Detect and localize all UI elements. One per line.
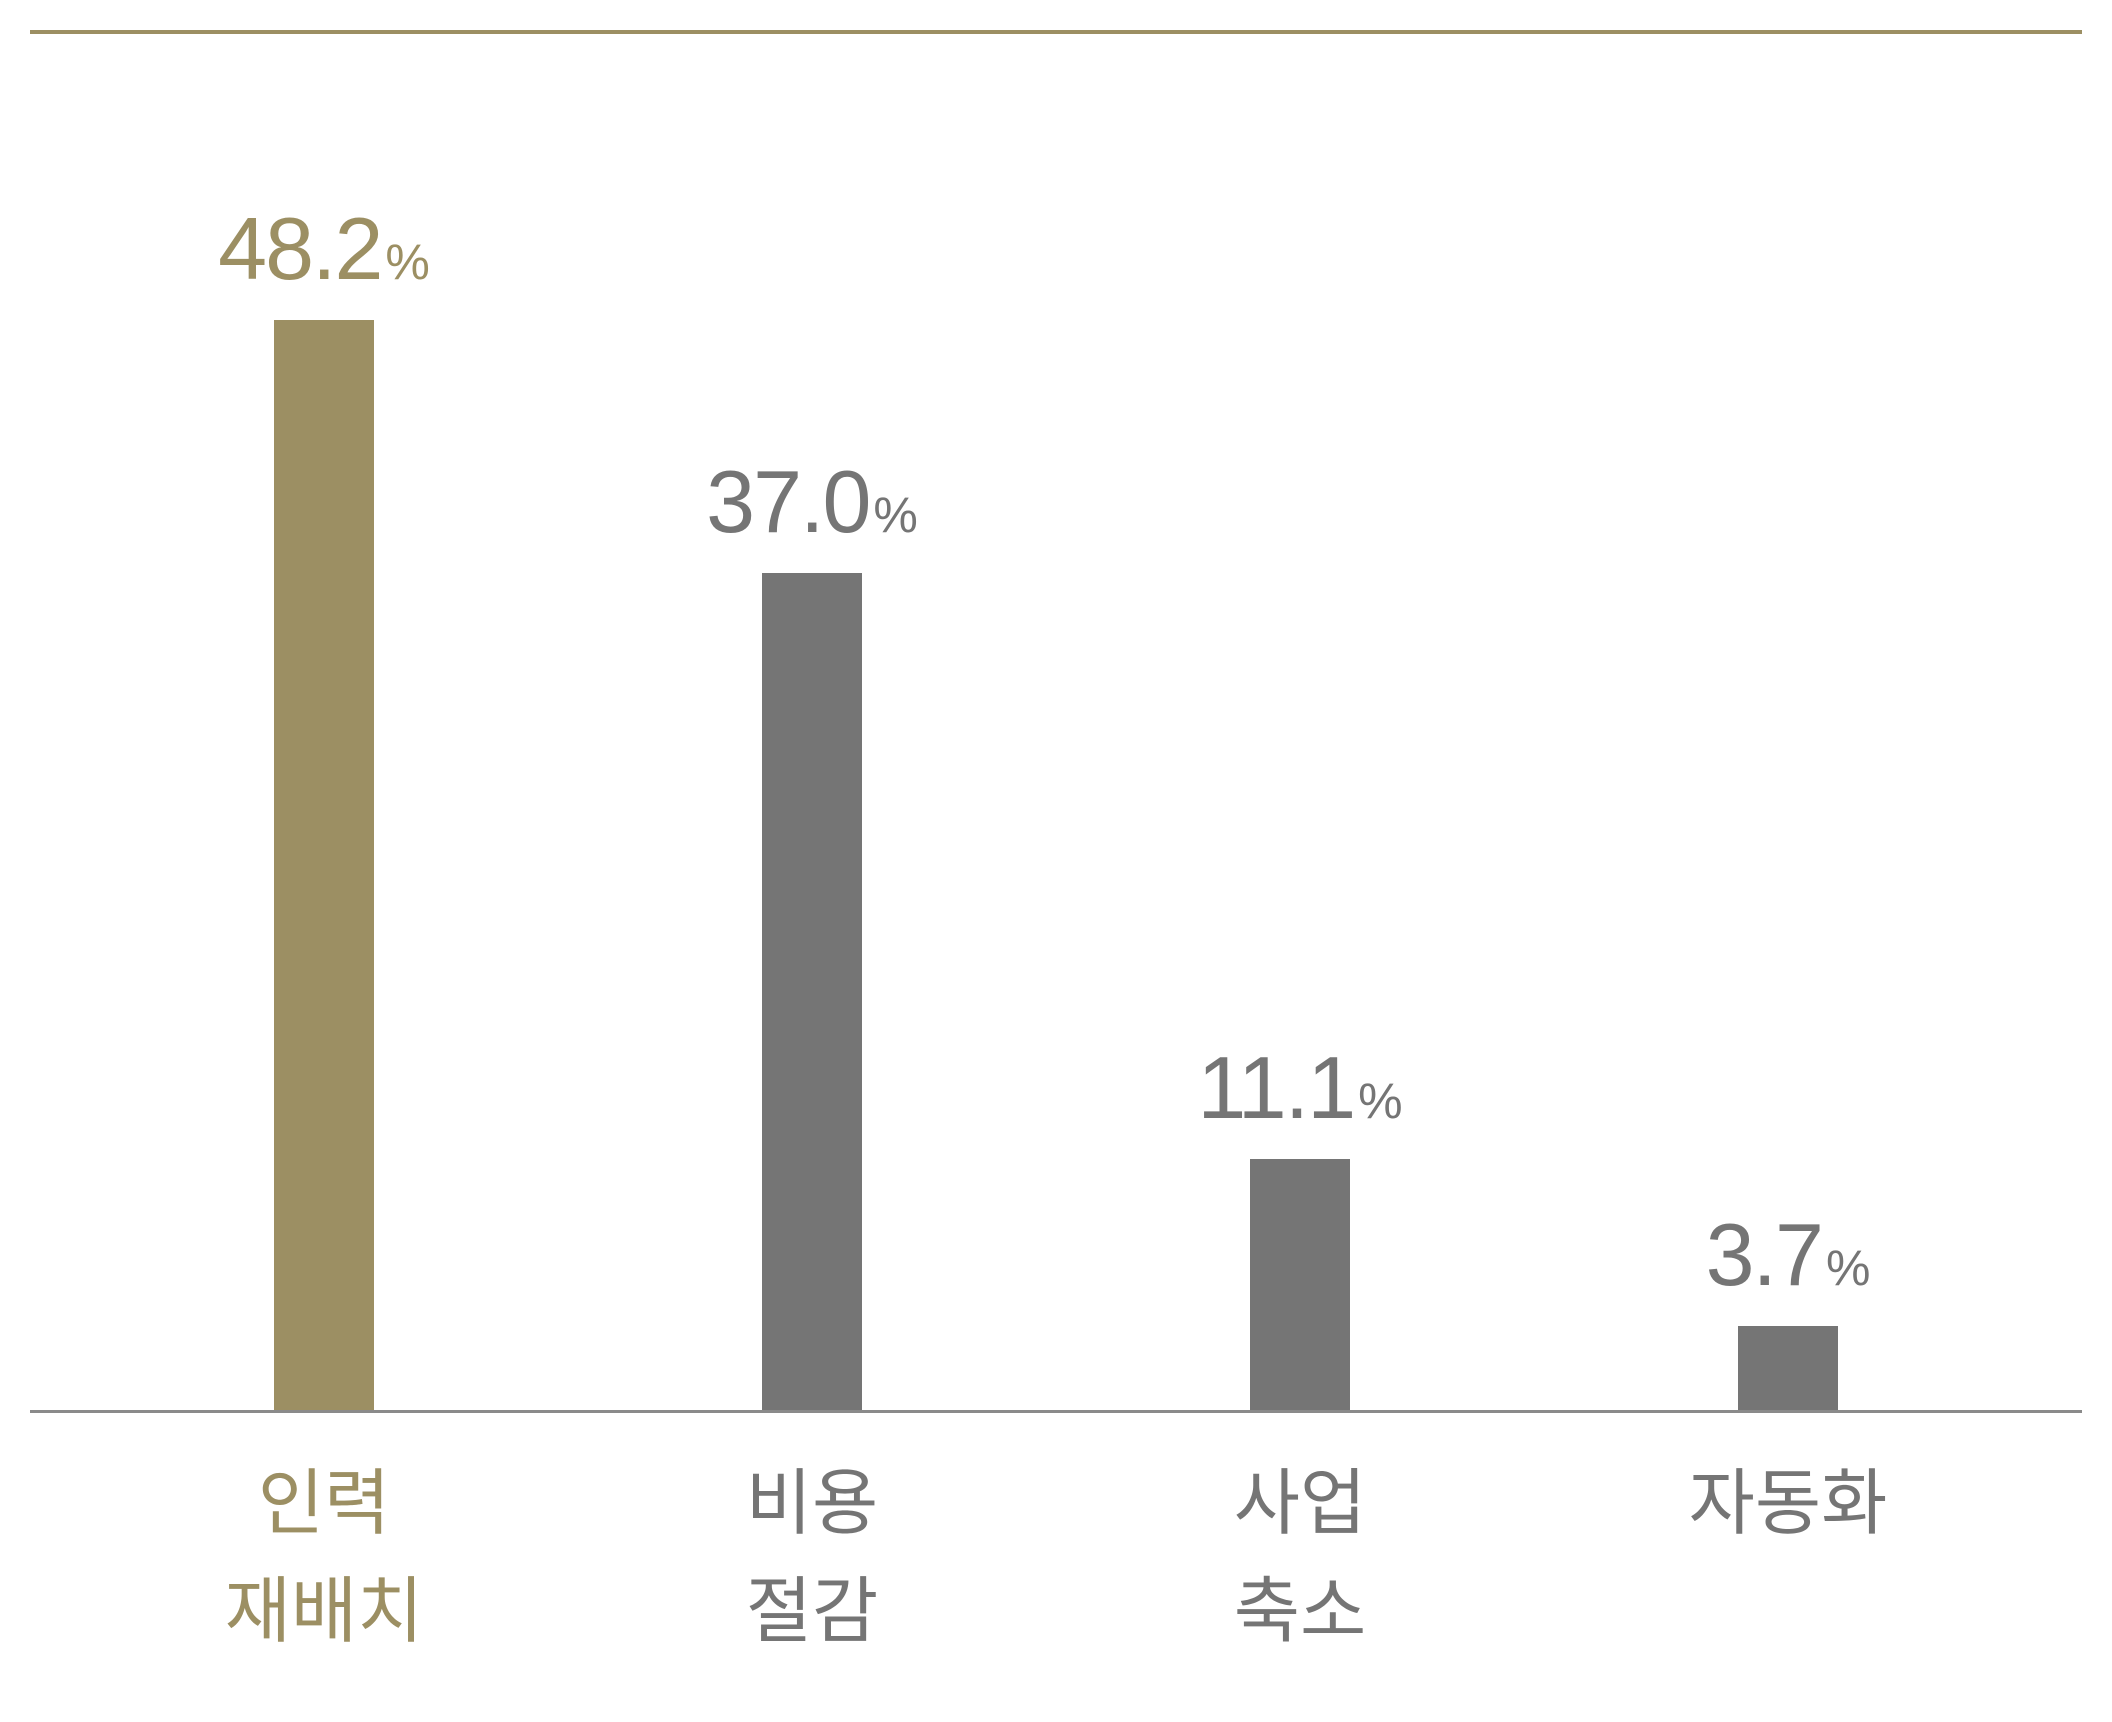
value-label-0: 48.2 % <box>218 198 430 300</box>
value-number-1: 37.0 <box>706 451 869 553</box>
category-label-2: 사업 축소 <box>1056 1450 1544 1666</box>
chart-baseline <box>30 1410 2082 1413</box>
bar-chart: 48.2 % 37.0 % 11.1 % 3.7 % <box>0 0 2112 1722</box>
value-label-1: 37.0 % <box>706 451 918 553</box>
category-label-1: 비용 절감 <box>568 1450 1056 1666</box>
chart-top-border <box>30 30 2082 34</box>
value-percent-3: % <box>1826 1239 1870 1297</box>
value-number-2: 11.1 <box>1197 1037 1354 1139</box>
value-label-3: 3.7 % <box>1706 1204 1871 1306</box>
bar-0 <box>274 320 374 1410</box>
bar-1 <box>762 573 862 1410</box>
bar-3 <box>1738 1326 1838 1410</box>
bar-group-2: 11.1 % <box>1056 1037 1544 1410</box>
category-label-3: 자동화 <box>1544 1450 2032 1666</box>
value-percent-0: % <box>385 233 429 291</box>
value-number-3: 3.7 <box>1706 1204 1822 1306</box>
bar-group-0: 48.2 % <box>80 198 568 1410</box>
value-number-0: 48.2 <box>218 198 381 300</box>
category-labels: 인력 재배치 비용 절감 사업 축소 자동화 <box>80 1450 2032 1666</box>
category-label-0: 인력 재배치 <box>80 1450 568 1666</box>
bar-2 <box>1250 1159 1350 1410</box>
bar-group-3: 3.7 % <box>1544 1204 2032 1410</box>
value-percent-2: % <box>1358 1072 1402 1130</box>
value-percent-1: % <box>873 486 917 544</box>
bar-group-1: 37.0 % <box>568 451 1056 1410</box>
value-label-2: 11.1 % <box>1197 1037 1402 1139</box>
bars-area: 48.2 % 37.0 % 11.1 % 3.7 % <box>80 198 2032 1410</box>
